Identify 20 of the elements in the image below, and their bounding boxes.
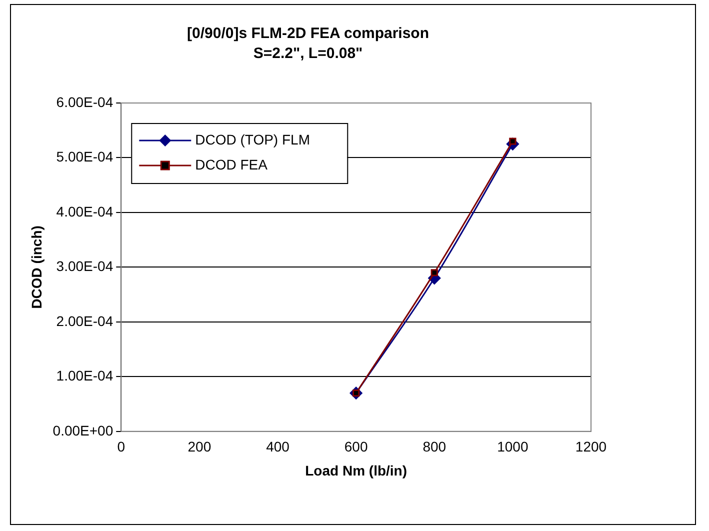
y-tick-label: 1.00E-04 [56, 368, 114, 384]
legend-label: DCOD (TOP) FLM [195, 131, 310, 148]
y-tick-label: 6.00E-04 [56, 94, 114, 110]
legend-label: DCOD FEA [195, 156, 268, 172]
chart-subtitle: S=2.2", L=0.08" [253, 45, 363, 62]
y-tick-label: 0.00E+00 [52, 422, 114, 438]
x-tick-label: 1200 [575, 438, 607, 455]
y-tick-label: 4.00E-04 [56, 203, 114, 220]
y-tick-label: 3.00E-04 [56, 258, 114, 274]
y-axis-title: DCOD (inch) [28, 226, 44, 309]
x-tick-label: 800 [422, 438, 446, 455]
x-tick-label: 0 [117, 438, 126, 455]
y-tick-label: 2.00E-04 [56, 312, 114, 329]
x-tick-label: 400 [266, 438, 290, 455]
x-tick-label: 200 [188, 438, 212, 455]
x-tick-label: 600 [344, 438, 368, 455]
x-tick-label: 1000 [497, 438, 528, 455]
y-tick-label: 5.00E-04 [56, 148, 114, 165]
x-axis-title: Load Nm (lb/in) [305, 462, 408, 478]
chart-title: [0/90/0]s FLM-2D FEA comparison [187, 25, 429, 42]
